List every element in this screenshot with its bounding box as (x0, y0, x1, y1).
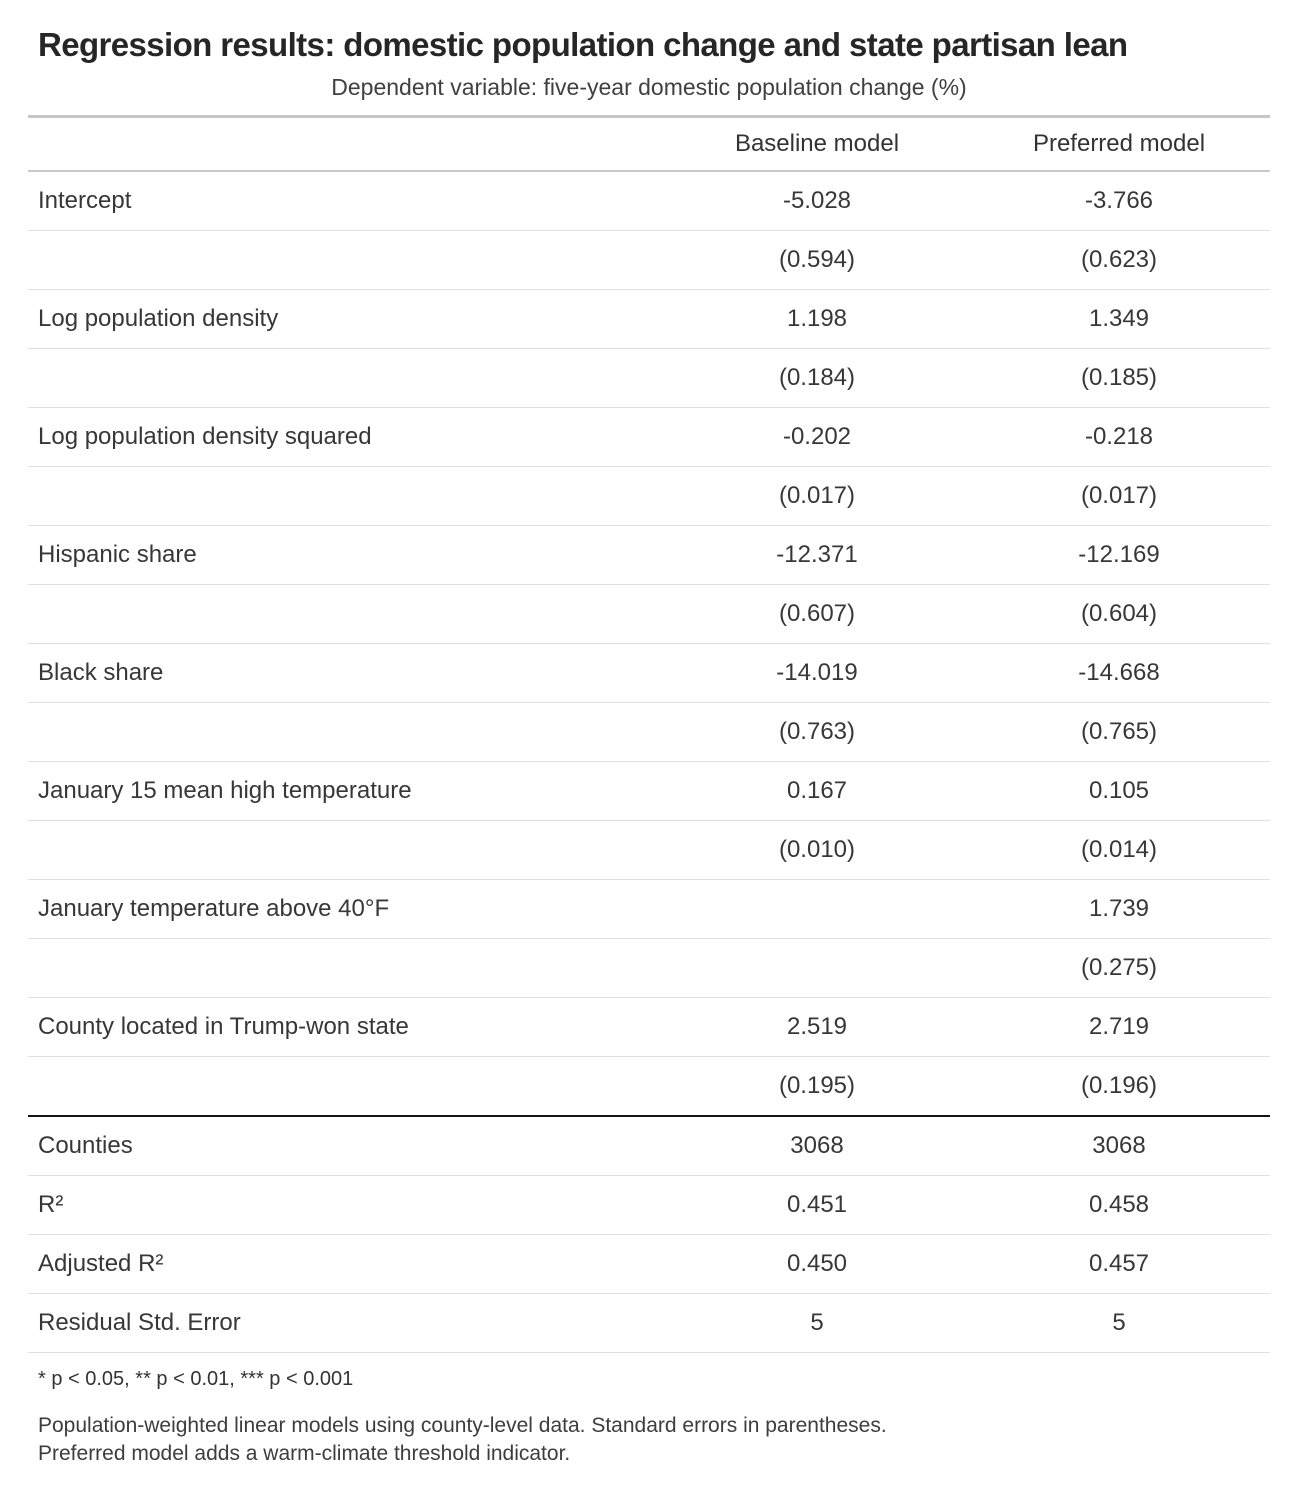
table-row-intercept: Intercept -5.028 -3.766 (28, 170, 1270, 231)
table-row-trump-won-state: County located in Trump-won state 2.519 … (28, 997, 1270, 1057)
row-label: January temperature above 40°F (28, 879, 666, 939)
row-label (28, 938, 666, 998)
cell-preferred: 1.349 (968, 289, 1270, 349)
cell-baseline-se: (0.195) (666, 1056, 968, 1117)
row-label: Log population density squared (28, 407, 666, 467)
cell-preferred-se: (0.765) (968, 702, 1270, 762)
column-header-empty (28, 114, 666, 172)
table-row-black-share: Black share -14.019 -14.668 (28, 643, 1270, 703)
table-row-trump-won-state-se: (0.195) (0.196) (28, 1056, 1270, 1117)
cell-baseline-se: (0.010) (666, 820, 968, 880)
cell-baseline (666, 879, 968, 939)
regression-table: Baseline model Preferred model Intercept… (28, 114, 1270, 1353)
table-row-black-share-se: (0.763) (0.765) (28, 702, 1270, 762)
cell-baseline-se: (0.594) (666, 230, 968, 290)
note-line-1: Population-weighted linear models using … (38, 1413, 887, 1437)
table-row-residual-std-error: Residual Std. Error 5 5 (28, 1293, 1270, 1353)
cell-baseline-se: (0.607) (666, 584, 968, 644)
cell-baseline: 3068 (666, 1114, 968, 1176)
column-header-preferred: Preferred model (968, 114, 1270, 172)
table-row-intercept-se: (0.594) (0.623) (28, 230, 1270, 290)
table-row-log-pop-density-squared-se: (0.017) (0.017) (28, 466, 1270, 526)
cell-baseline: 0.450 (666, 1234, 968, 1294)
cell-preferred: 0.458 (968, 1175, 1270, 1235)
cell-preferred: 2.719 (968, 997, 1270, 1057)
dependent-variable-subtitle: Dependent variable: five-year domestic p… (331, 74, 967, 101)
cell-baseline: -0.202 (666, 407, 968, 467)
row-label (28, 1056, 666, 1117)
row-label: R² (28, 1175, 666, 1235)
cell-preferred-se: (0.275) (968, 938, 1270, 998)
cell-preferred: -12.169 (968, 525, 1270, 585)
cell-preferred: 0.105 (968, 761, 1270, 821)
cell-preferred: 0.457 (968, 1234, 1270, 1294)
row-label (28, 584, 666, 644)
cell-preferred-se: (0.604) (968, 584, 1270, 644)
row-label: January 15 mean high temperature (28, 761, 666, 821)
table-row-hispanic-share-se: (0.607) (0.604) (28, 584, 1270, 644)
row-label: County located in Trump-won state (28, 997, 666, 1057)
cell-preferred: -14.668 (968, 643, 1270, 703)
row-label (28, 230, 666, 290)
table-row-r-squared: R² 0.451 0.458 (28, 1175, 1270, 1235)
row-label: Residual Std. Error (28, 1293, 666, 1353)
table-row-jan-temp-above-40f: January temperature above 40°F 1.739 (28, 879, 1270, 939)
cell-preferred: 3068 (968, 1114, 1270, 1176)
cell-preferred-se: (0.014) (968, 820, 1270, 880)
significance-footnote: * p < 0.05, ** p < 0.01, *** p < 0.001 (38, 1367, 354, 1390)
table-row-jan15-mean-high-temp-se: (0.010) (0.014) (28, 820, 1270, 880)
row-label (28, 348, 666, 408)
cell-preferred: 1.739 (968, 879, 1270, 939)
page-title: Regression results: domestic population … (38, 26, 1128, 63)
row-label (28, 466, 666, 526)
cell-baseline: 1.198 (666, 289, 968, 349)
cell-baseline-se: (0.017) (666, 466, 968, 526)
cell-baseline: 0.167 (666, 761, 968, 821)
table-row-jan15-mean-high-temp: January 15 mean high temperature 0.167 0… (28, 761, 1270, 821)
table-row-log-pop-density: Log population density 1.198 1.349 (28, 289, 1270, 349)
table-row-counties: Counties 3068 3068 (28, 1114, 1270, 1176)
cell-baseline-se: (0.184) (666, 348, 968, 408)
cell-baseline: 0.451 (666, 1175, 968, 1235)
table-row-hispanic-share: Hispanic share -12.371 -12.169 (28, 525, 1270, 585)
cell-preferred: 5 (968, 1293, 1270, 1353)
row-label: Intercept (28, 170, 666, 231)
column-header-baseline: Baseline model (666, 114, 968, 172)
row-label (28, 820, 666, 880)
cell-baseline: -12.371 (666, 525, 968, 585)
row-label: Black share (28, 643, 666, 703)
table-row-adjusted-r-squared: Adjusted R² 0.450 0.457 (28, 1234, 1270, 1294)
cell-baseline: -14.019 (666, 643, 968, 703)
table-row-log-pop-density-squared: Log population density squared -0.202 -0… (28, 407, 1270, 467)
cell-baseline-se (666, 938, 968, 998)
cell-preferred-se: (0.623) (968, 230, 1270, 290)
row-label (28, 702, 666, 762)
table-notes: Population-weighted linear models using … (38, 1412, 1270, 1467)
row-label: Counties (28, 1114, 666, 1176)
cell-baseline: 5 (666, 1293, 968, 1353)
row-label: Hispanic share (28, 525, 666, 585)
table-header-row: Baseline model Preferred model (28, 114, 1270, 172)
cell-preferred-se: (0.185) (968, 348, 1270, 408)
cell-preferred: -3.766 (968, 170, 1270, 231)
cell-baseline: -5.028 (666, 170, 968, 231)
cell-baseline: 2.519 (666, 997, 968, 1057)
cell-preferred-se: (0.017) (968, 466, 1270, 526)
cell-preferred-se: (0.196) (968, 1056, 1270, 1117)
cell-baseline-se: (0.763) (666, 702, 968, 762)
table-row-jan-temp-above-40f-se: (0.275) (28, 938, 1270, 998)
table-row-log-pop-density-se: (0.184) (0.185) (28, 348, 1270, 408)
note-line-2: Preferred model adds a warm-climate thre… (38, 1441, 571, 1465)
row-label: Log population density (28, 289, 666, 349)
cell-preferred: -0.218 (968, 407, 1270, 467)
row-label: Adjusted R² (28, 1234, 666, 1294)
